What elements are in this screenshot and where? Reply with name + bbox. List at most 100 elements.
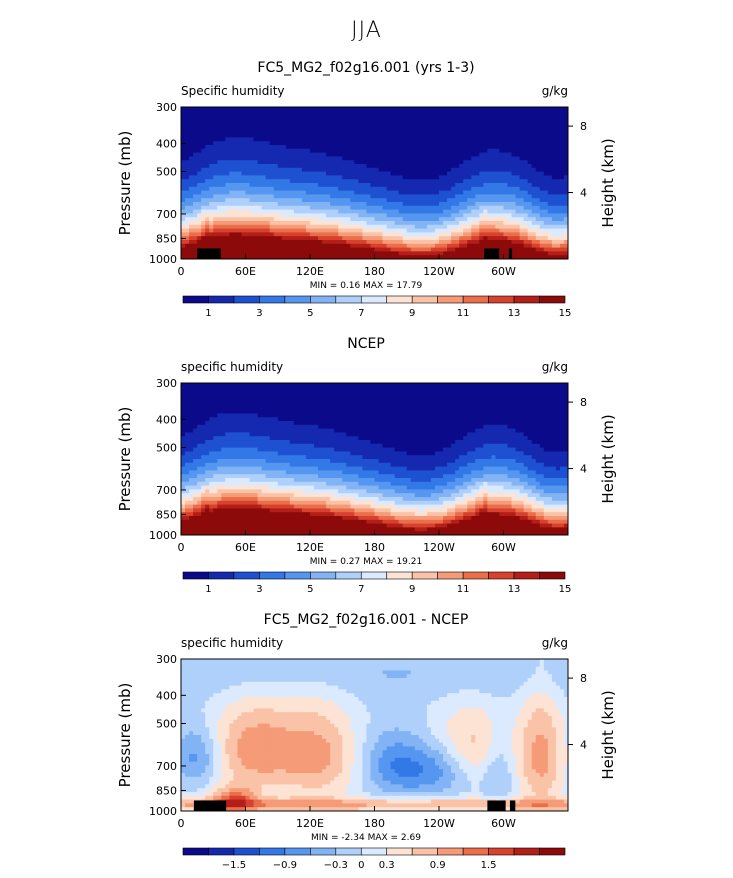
heatmap-cell [290, 410, 294, 414]
heatmap-cell [552, 229, 556, 233]
heatmap-cell [487, 118, 491, 122]
heatmap-cell [254, 232, 258, 236]
heatmap-cell [491, 156, 495, 160]
heatmap-cell [189, 198, 193, 202]
heatmap-cell [508, 417, 512, 421]
heatmap-cell [491, 406, 495, 410]
heatmap-cell [278, 394, 282, 398]
heatmap-cell [209, 191, 213, 195]
heatmap-cell [213, 111, 217, 115]
heatmap-cell [294, 115, 298, 119]
heatmap-cell [459, 406, 463, 410]
heatmap-cell [262, 122, 266, 126]
heatmap-cell [197, 387, 201, 391]
heatmap-cell [221, 213, 225, 217]
heatmap-cell [455, 126, 459, 130]
heatmap-cell [362, 141, 366, 145]
heatmap-cell [495, 175, 499, 179]
heatmap-cell [241, 145, 245, 149]
heatmap-cell [181, 232, 185, 236]
heatmap-cell [512, 172, 516, 176]
heatmap-cell [391, 153, 395, 157]
heatmap-cell [205, 398, 209, 402]
heatmap-cell [213, 402, 217, 406]
colorbar-box [234, 296, 259, 303]
heatmap-cell [366, 149, 370, 153]
heatmap-cell [435, 122, 439, 126]
heatmap-cell [282, 168, 286, 172]
heatmap-cell [274, 130, 278, 134]
heatmap-cell [322, 240, 326, 244]
heatmap-cell [342, 198, 346, 202]
heatmap-cell [471, 198, 475, 202]
heatmap-cell [455, 115, 459, 119]
heatmap-cell [197, 240, 201, 244]
heatmap-cell [431, 122, 435, 126]
heatmap-cell [366, 391, 370, 395]
heatmap-cell [185, 149, 189, 153]
heatmap-cell [254, 137, 258, 141]
heatmap-cell [370, 244, 374, 248]
heatmap-cell [383, 387, 387, 391]
heatmap-cell [209, 391, 213, 395]
heatmap-cell [439, 172, 443, 176]
heatmap-cell [375, 244, 379, 248]
heatmap-cell [233, 156, 237, 160]
heatmap-cell [209, 198, 213, 202]
heatmap-cell [459, 194, 463, 198]
heatmap-cell [250, 206, 254, 210]
heatmap-cell [350, 232, 354, 236]
heatmap-cell [310, 187, 314, 191]
heatmap-cell [516, 251, 520, 255]
heatmap-cell [322, 194, 326, 198]
heatmap-cell [233, 126, 237, 130]
heatmap-cell [201, 406, 205, 410]
heatmap-cell [479, 248, 483, 252]
heatmap-cell [463, 421, 467, 425]
heatmap-cell [411, 398, 415, 402]
heatmap-cell [338, 130, 342, 134]
heatmap-cell [560, 191, 564, 195]
heatmap-cell [326, 387, 330, 391]
heatmap-cell [423, 137, 427, 141]
heatmap-cell [560, 240, 564, 244]
heatmap-cell [270, 111, 274, 115]
heatmap-cell [491, 229, 495, 233]
heatmap-cell [197, 398, 201, 402]
heatmap-cell [459, 153, 463, 157]
heatmap-cell [411, 149, 415, 153]
heatmap-cell [350, 406, 354, 410]
heatmap-cell [427, 406, 431, 410]
heatmap-cell [536, 191, 540, 195]
heatmap-cell [479, 391, 483, 395]
heatmap-cell [181, 160, 185, 164]
heatmap-cell [447, 251, 451, 255]
heatmap-cell [189, 149, 193, 153]
heatmap-cell [338, 118, 342, 122]
heatmap-cell [310, 387, 314, 391]
heatmap-cell [431, 213, 435, 217]
heatmap-cell [318, 126, 322, 130]
heatmap-cell [415, 394, 419, 398]
heatmap-cell [237, 153, 241, 157]
heatmap-cell [358, 421, 362, 425]
heatmap-cell [419, 149, 423, 153]
heatmap-cell [463, 160, 467, 164]
heatmap-cell [423, 213, 427, 217]
heatmap-cell [181, 210, 185, 214]
heatmap-cell [193, 137, 197, 141]
heatmap-cell [370, 383, 374, 387]
heatmap-cell [431, 175, 435, 179]
heatmap-cell [209, 175, 213, 179]
heatmap-cell [548, 413, 552, 417]
heatmap-cell [306, 179, 310, 183]
heatmap-cell [302, 229, 306, 233]
heatmap-cell [399, 122, 403, 126]
heatmap-cell [270, 417, 274, 421]
heatmap-cell [387, 221, 391, 225]
heatmap-cell [540, 191, 544, 195]
heatmap-cell [237, 179, 241, 183]
heatmap-cell [427, 122, 431, 126]
heatmap-cell [213, 156, 217, 160]
heatmap-cell [508, 413, 512, 417]
